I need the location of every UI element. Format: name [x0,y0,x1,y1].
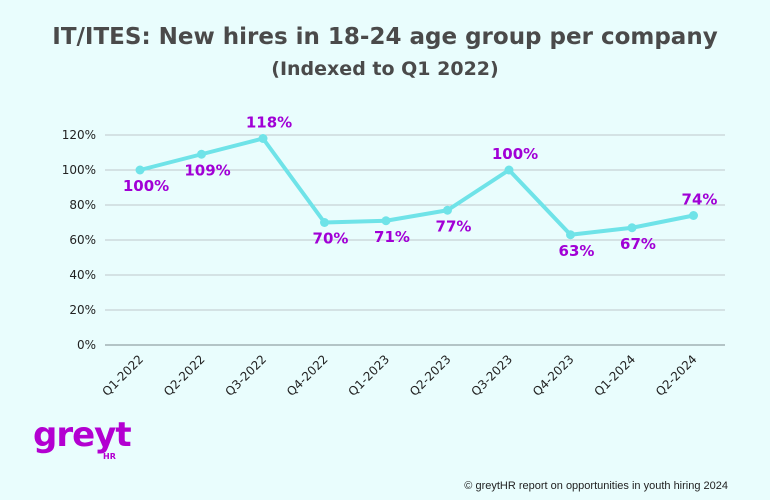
x-tick-label: Q2-2022 [161,352,208,399]
data-point [689,211,698,220]
y-tick-label: 60% [69,233,96,247]
data-label: 70% [313,230,349,248]
data-label: 63% [559,242,595,260]
data-label: 67% [620,235,656,253]
data-label: 77% [436,217,472,235]
x-tick-label: Q3-2023 [468,352,515,399]
data-label: 109% [184,161,230,179]
y-tick-label: 80% [69,198,96,212]
y-tick-label: 0% [77,338,96,352]
x-tick-label: Q1-2023 [345,352,392,399]
data-point [566,230,575,240]
copyright-footer: © greytHR report on opportunities in you… [464,480,728,492]
greythr-logo-sub: HR [103,452,116,461]
data-point [443,205,452,215]
data-label: 71% [374,228,410,246]
data-point [135,165,145,175]
y-tick-label: 100% [62,163,96,177]
y-tick-label: 40% [69,268,96,282]
x-tick-label: Q4-2023 [530,352,577,399]
x-tick-label: Q1-2024 [591,352,638,399]
x-tick-label: Q1-2022 [99,352,146,399]
data-label: 100% [123,177,169,195]
greythr-logo: greyt [33,415,132,455]
x-tick-label: Q2-2023 [407,352,454,399]
x-tick-label: Q2-2024 [653,352,700,399]
y-tick-label: 120% [62,128,96,142]
data-point [504,165,514,175]
x-tick-label: Q3-2022 [222,352,269,399]
data-point [258,134,268,143]
data-label: 100% [492,145,538,163]
chart-subtitle: (Indexed to Q1 2022) [271,58,499,80]
data-point [197,149,206,159]
data-point [627,223,637,233]
y-tick-label: 20% [69,303,96,317]
data-label: 118% [246,114,292,132]
chart-title: IT/ITES: New hires in 18-24 age group pe… [52,24,718,50]
data-point [320,218,329,227]
data-point [381,216,391,226]
series-line [138,136,696,237]
x-tick-label: Q4-2022 [284,352,331,399]
data-label: 74% [682,191,718,209]
